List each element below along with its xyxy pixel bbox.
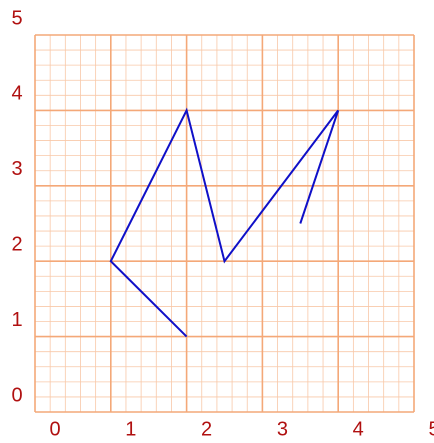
- y-tick-label: 1: [11, 309, 22, 331]
- minor-grid: [34, 34, 415, 413]
- line: [109, 107, 340, 338]
- y-tick-label: 0: [11, 384, 22, 406]
- x-tick-label: 1: [125, 418, 136, 440]
- x-tick-label: 0: [49, 418, 60, 440]
- x-tick-label: 4: [353, 418, 364, 440]
- y-tick-label: 5: [11, 7, 22, 29]
- y-tick-label: 3: [11, 158, 22, 180]
- x-tick-label: 2: [201, 418, 212, 440]
- y-tick-label: 4: [11, 83, 22, 105]
- x-tick-label: 5: [428, 418, 434, 440]
- x-tick-label: 3: [277, 418, 288, 440]
- y-tick-label: 2: [11, 233, 22, 255]
